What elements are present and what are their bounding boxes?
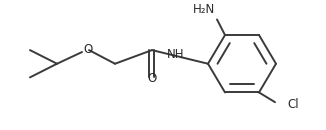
Text: H₂N: H₂N xyxy=(193,3,215,16)
Text: Cl: Cl xyxy=(287,98,299,111)
Text: O: O xyxy=(83,43,93,56)
Text: NH: NH xyxy=(167,48,185,61)
Text: O: O xyxy=(147,72,156,85)
